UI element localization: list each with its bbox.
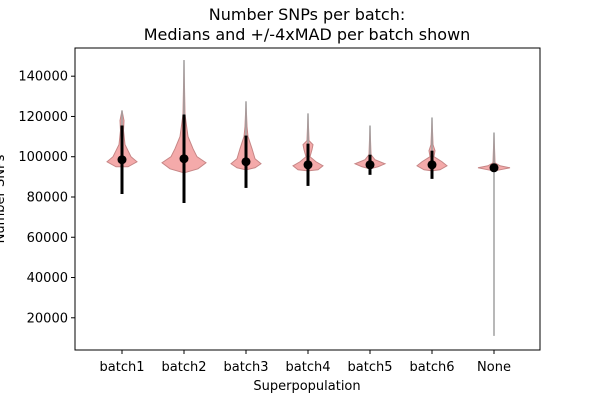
y-tick-label: 100000 [18,150,68,165]
x-tick-label: batch4 [286,360,331,375]
x-tick-label: batch3 [224,360,269,375]
x-tick-label: batch2 [162,360,207,375]
median-point [489,163,499,173]
y-axis: 20000 40000 60000 80000 100000 120000 140000 [18,70,75,326]
median-point [117,155,127,165]
y-tick-label: 140000 [18,70,68,85]
x-tick-label: None [477,360,511,375]
y-axis-label: Number SNPs [0,154,8,243]
y-tick-label: 60000 [27,231,68,246]
median-point [427,160,437,170]
x-tick-label: batch6 [410,360,455,375]
median-point [365,160,375,170]
plot-area [106,60,511,336]
median-point [179,154,189,164]
x-tick-label: batch5 [348,360,393,375]
x-axis-label: Superpopulation [253,379,360,394]
y-tick-label: 80000 [27,190,68,205]
x-axis: batch1 batch2 batch3 batch4 batch5 batch6 None [100,350,511,375]
chart-title-line2: Medians and +/-4xMAD per batch shown [144,25,471,44]
chart-title-line1: Number SNPs per batch: [209,5,406,24]
median-point [241,157,251,167]
plot-frame [74,47,541,351]
y-tick-label: 120000 [18,110,68,125]
x-tick-label: batch1 [100,360,145,375]
y-tick-label: 40000 [27,271,68,286]
median-point [303,160,313,170]
y-tick-label: 20000 [27,311,68,326]
